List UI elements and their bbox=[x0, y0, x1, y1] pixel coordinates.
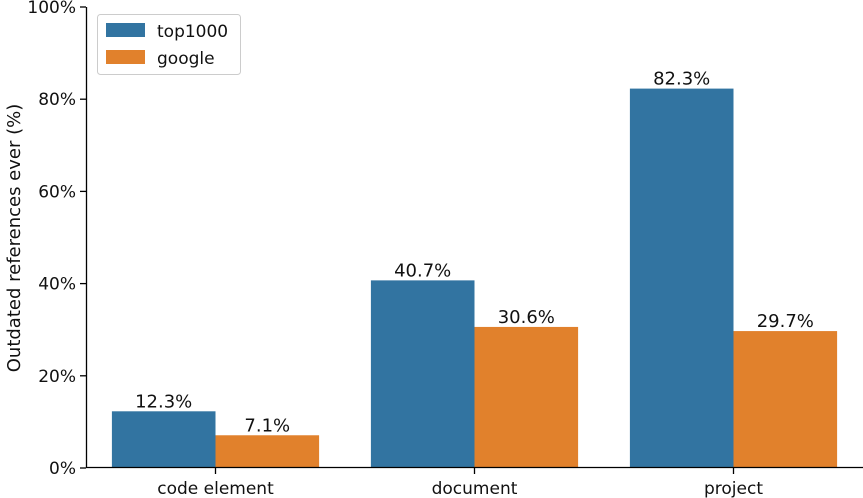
x-tick-label: code element bbox=[157, 479, 274, 498]
bar-top1000-1 bbox=[370, 280, 475, 468]
bar-value-label: 12.3% bbox=[135, 391, 192, 412]
bar-value-label: 7.1% bbox=[244, 415, 290, 436]
legend-swatch-top1000 bbox=[106, 23, 145, 37]
bar-value-label: 40.7% bbox=[394, 260, 451, 281]
bar-labels-layer: 12.3% 40.7% 82.3% 7.1% 30.6% 29.7% bbox=[135, 69, 814, 437]
legend: top1000 google bbox=[97, 14, 241, 75]
legend-swatch-google bbox=[106, 50, 145, 64]
y-ticks: 0% 20% 40% 60% 80% 100% bbox=[27, 0, 86, 479]
y-tick-label: 60% bbox=[38, 182, 76, 202]
y-tick-label: 20% bbox=[38, 367, 76, 387]
legend-label-top1000: top1000 bbox=[157, 22, 228, 42]
y-tick-label: 80% bbox=[38, 90, 76, 110]
bar-top1000-2 bbox=[629, 88, 734, 468]
x-tick-label: document bbox=[432, 479, 518, 498]
y-tick-label: 100% bbox=[27, 0, 76, 18]
bar-value-label: 30.6% bbox=[498, 307, 555, 328]
y-tick-label: 40% bbox=[38, 275, 76, 295]
bar-value-label: 82.3% bbox=[653, 69, 710, 90]
bars-layer bbox=[111, 88, 838, 468]
bar-value-label: 29.7% bbox=[757, 311, 814, 332]
bar-google-1 bbox=[474, 326, 579, 468]
y-tick-label: 0% bbox=[49, 459, 76, 479]
x-tick-label: project bbox=[704, 479, 763, 498]
bar-google-0 bbox=[215, 435, 320, 468]
bar-top1000-0 bbox=[111, 411, 216, 468]
y-axis-label: Outdated references ever (%) bbox=[4, 104, 25, 373]
legend-label-google: google bbox=[157, 49, 215, 69]
x-ticks: code element document project bbox=[157, 468, 763, 498]
bar-google-2 bbox=[733, 331, 838, 468]
